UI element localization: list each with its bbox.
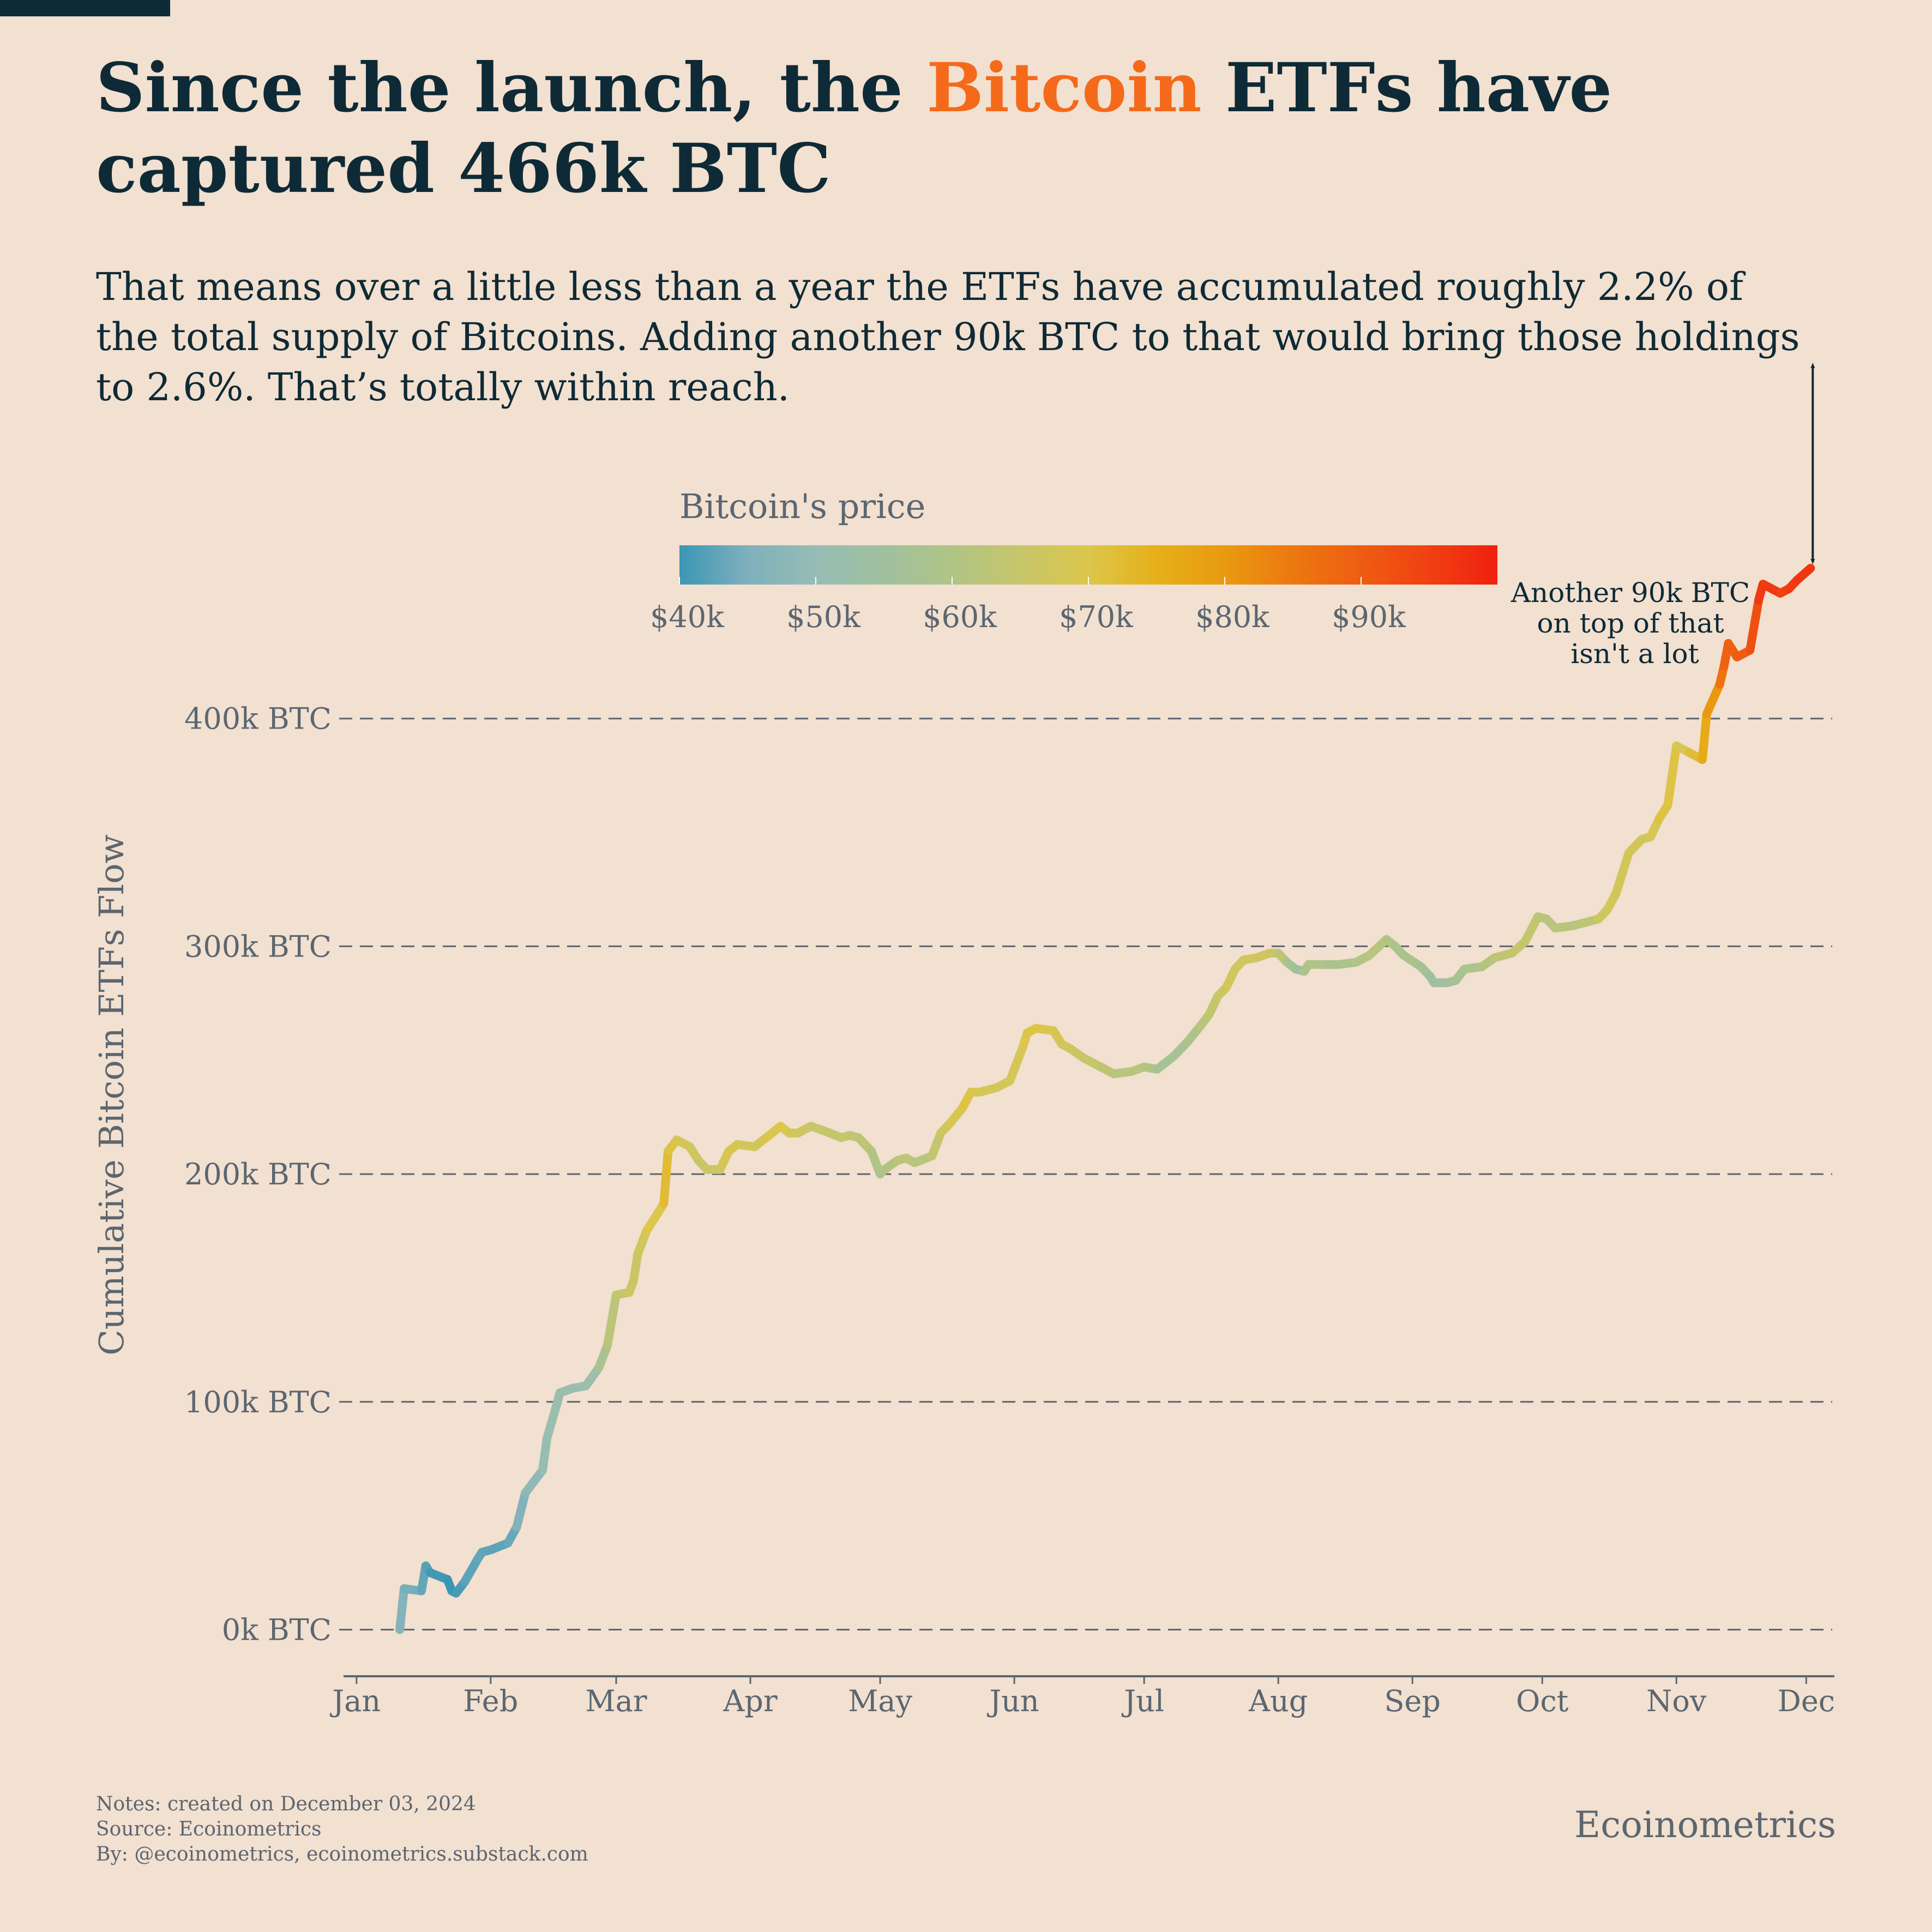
line-segment [460, 1554, 483, 1586]
line-segment [1702, 680, 1724, 719]
line-segment [395, 1584, 409, 1634]
x-tick-label: Jan [329, 1684, 381, 1718]
y-tick-label: 300k BTC [184, 929, 332, 964]
annotation-line-2: on top of that [1537, 607, 1724, 639]
note-created: Notes: created on December 03, 2024 [96, 1793, 476, 1815]
x-tick-label: Feb [463, 1684, 518, 1718]
y-tick-label: 400k BTC [184, 702, 332, 736]
accent-bar [0, 0, 170, 16]
x-tick-label: Jul [1121, 1684, 1164, 1718]
y-axis-label: Cumulative Bitcoin ETFs Flow [92, 834, 131, 1355]
x-tick-label: Mar [585, 1684, 647, 1718]
y-tick-label: 100k BTC [184, 1385, 332, 1419]
line-segment [1611, 848, 1634, 899]
line-segment [642, 1199, 669, 1236]
annotation-line-3: isn't a lot [1570, 638, 1699, 670]
colorbar-tick-label: $80k [1195, 600, 1270, 634]
chart-title: Since the launch, the Bitcoin ETFs have … [96, 48, 1814, 209]
line-segment [1663, 741, 1681, 810]
line-segment [659, 1147, 673, 1208]
title-highlight: Bitcoin [926, 49, 1202, 128]
x-tick-label: Aug [1248, 1684, 1308, 1718]
line-segment [1698, 709, 1711, 764]
note-author: By: @ecoinometrics, ecoinometrics.substa… [96, 1843, 588, 1865]
colorbar-tick-label: $70k [1059, 600, 1134, 634]
y-tick-label: 200k BTC [184, 1157, 332, 1191]
line-segment [542, 1404, 560, 1443]
x-tick-label: Nov [1646, 1684, 1707, 1718]
colorbar-title: Bitcoin's price [679, 486, 925, 526]
chart-subtitle: That means over a little less than a yea… [96, 264, 1800, 410]
title-part-1: Since the launch, the [96, 49, 927, 128]
note-source: Source: Ecoinometrics [96, 1818, 322, 1840]
line-segment [1520, 912, 1543, 947]
y-tick-label: 0k BTC [222, 1612, 332, 1647]
line-segment [603, 1290, 621, 1350]
gridlines [339, 718, 1832, 1630]
annotation-line-1: Another 90k BTC [1510, 577, 1750, 609]
line-segment [1793, 564, 1815, 584]
colorbar-tick-label: $90k [1332, 600, 1406, 634]
colorbar-tick-label: $40k [650, 600, 725, 634]
line-segment [1746, 595, 1764, 655]
brand-logo-text: Ecoinometrics [1574, 1804, 1836, 1846]
x-axis-ticks: Jan Feb Mar Apr May Jun Jul Aug Sep Oct Nov Dec [329, 1676, 1835, 1718]
x-tick-label: May [848, 1684, 912, 1718]
y-tick-labels: 0k BTC 100k BTC 200k BTC 300k BTC 400k BTC [184, 702, 332, 1647]
line-segment [538, 1434, 551, 1475]
x-tick-label: Jun [986, 1684, 1039, 1718]
x-tick-label: Sep [1384, 1684, 1441, 1718]
line-segment [521, 1466, 547, 1497]
colorbar-tick-label: $50k [786, 600, 861, 634]
line-segment [629, 1249, 642, 1286]
x-tick-label: Apr [723, 1684, 778, 1718]
annotation-text: Another 90k BTC on top of that isn't a l… [1510, 577, 1759, 670]
line-segment [512, 1488, 530, 1532]
colorbar-ticks: $40k $50k $60k $70k $80k $90k [650, 577, 1406, 634]
title-part-2: ETFs have captured 466k BTC [96, 49, 1612, 208]
footnotes: Notes: created on December 03, 2024 Sour… [96, 1792, 588, 1867]
colorbar-tick-label: $60k [923, 600, 997, 634]
annotation: Another 90k BTC on top of that isn't a l… [1510, 363, 1815, 670]
series-line [395, 564, 1815, 1634]
line-segment [1006, 1042, 1027, 1085]
x-tick-label: Dec [1778, 1684, 1835, 1718]
colorbar-legend: Bitcoin's price $40k $50k $60k $70k $80k $90k [650, 486, 1497, 634]
x-tick-label: Oct [1516, 1684, 1569, 1718]
